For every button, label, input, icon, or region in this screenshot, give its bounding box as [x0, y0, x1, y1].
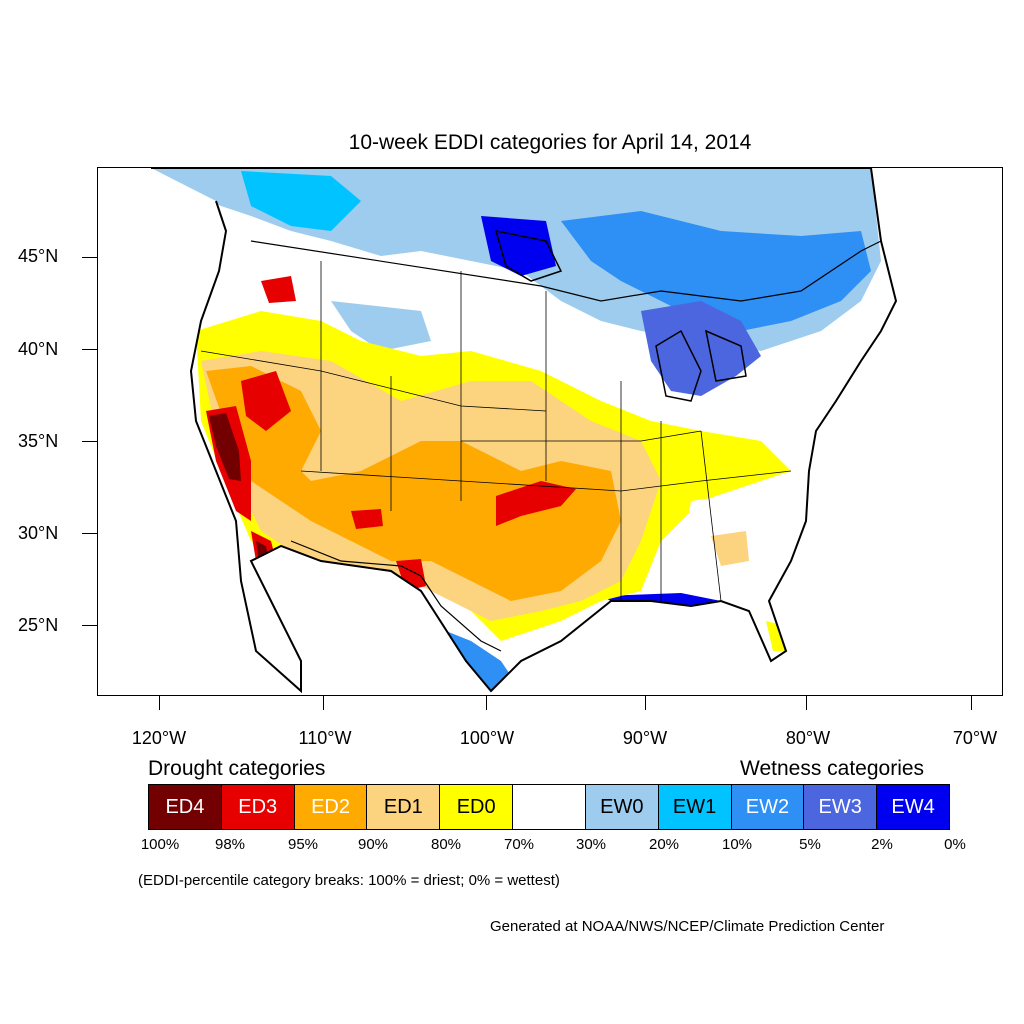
lat-tick [82, 533, 97, 534]
lat-label-40: 40°N [18, 339, 59, 359]
lat-tick [82, 257, 97, 258]
break-label: 90% [357, 836, 389, 853]
lon-tick [323, 696, 324, 710]
break-label: 5% [799, 836, 821, 853]
break-label: 2% [871, 836, 893, 853]
lon-tick [486, 696, 487, 710]
legend-cell-ew2: EW2 [731, 785, 805, 829]
ew3-great-lakes [641, 301, 761, 396]
lake-superior-outline [494, 230, 563, 282]
ed3-oregon [261, 276, 296, 303]
break-label: 20% [648, 836, 680, 853]
legend-cell-ed4: ED4 [149, 785, 222, 829]
lon-label-120: 120°W [131, 728, 187, 748]
lat-label-45: 45°N [18, 246, 59, 266]
legend-cell-ew4: EW4 [877, 785, 949, 829]
mexico-border [290, 540, 502, 652]
lon-label-70: 70°W [952, 728, 998, 748]
lon-tick [645, 696, 646, 710]
ew0-wyoming [331, 301, 431, 351]
break-label: 30% [575, 836, 607, 853]
ed3-oklahoma [496, 481, 576, 526]
canada-border [250, 240, 882, 302]
ed3-nevada [241, 371, 291, 431]
lon-label-80: 80°W [785, 728, 831, 748]
ed2-region [206, 366, 621, 601]
wetness-heading: Wetness categories [740, 757, 925, 780]
legend-cell-ew1: EW1 [658, 785, 732, 829]
lake-huron-outline [704, 329, 747, 382]
ew0-mexico [376, 611, 431, 671]
break-label: 100% [140, 836, 180, 853]
lon-tick [806, 696, 807, 710]
legend-cell-ew3: EW3 [804, 785, 878, 829]
lat-label-30: 30°N [18, 523, 59, 543]
breaks-note: (EDDI-percentile category breaks: 100% =… [138, 872, 560, 889]
lake-michigan-outline [655, 329, 702, 402]
break-label: 95% [287, 836, 319, 853]
legend-cell-ed2: ED2 [294, 785, 368, 829]
lon-tick [971, 696, 972, 710]
map-title: 10-week EDDI categories for April 14, 20… [348, 131, 752, 154]
coastline [151, 168, 898, 694]
legend-color-bar: ED4 ED3 ED2 ED1 ED0 EW0 EW1 EW2 EW3 EW4 [148, 784, 950, 830]
legend-cell-ed0: ED0 [440, 785, 514, 829]
southeast-neutral [681, 471, 801, 586]
break-label: 70% [503, 836, 535, 853]
legend-cell-neutral [513, 785, 586, 829]
lon-label-100: 100°W [459, 728, 515, 748]
break-label: 0% [944, 836, 966, 853]
eddi-map [151, 168, 898, 694]
lon-tick [159, 696, 160, 710]
lon-label-110: 110°W [298, 728, 352, 748]
break-label: 98% [214, 836, 246, 853]
lon-label-90: 90°W [622, 728, 668, 748]
lat-label-35: 35°N [18, 431, 59, 451]
lat-label-25: 25°N [18, 615, 59, 635]
ed3-new-mexico [351, 509, 383, 529]
legend-cell-ed3: ED3 [221, 785, 295, 829]
map-frame [97, 167, 1003, 696]
break-label: 10% [721, 836, 753, 853]
lat-tick [82, 441, 97, 442]
lat-tick [82, 349, 97, 350]
break-label: 80% [430, 836, 462, 853]
legend-cell-ew0: EW0 [585, 785, 659, 829]
ew1-nw [241, 171, 361, 231]
ed1-georgia [711, 531, 749, 566]
drought-heading: Drought categories [148, 757, 326, 780]
state-lines [200, 261, 792, 602]
legend-cell-ed1: ED1 [367, 785, 441, 829]
lat-tick [82, 625, 97, 626]
ew2-northeast [561, 211, 871, 331]
ed4-california [209, 413, 241, 481]
credit-line: Generated at NOAA/NWS/NCEP/Climate Predi… [490, 918, 885, 935]
